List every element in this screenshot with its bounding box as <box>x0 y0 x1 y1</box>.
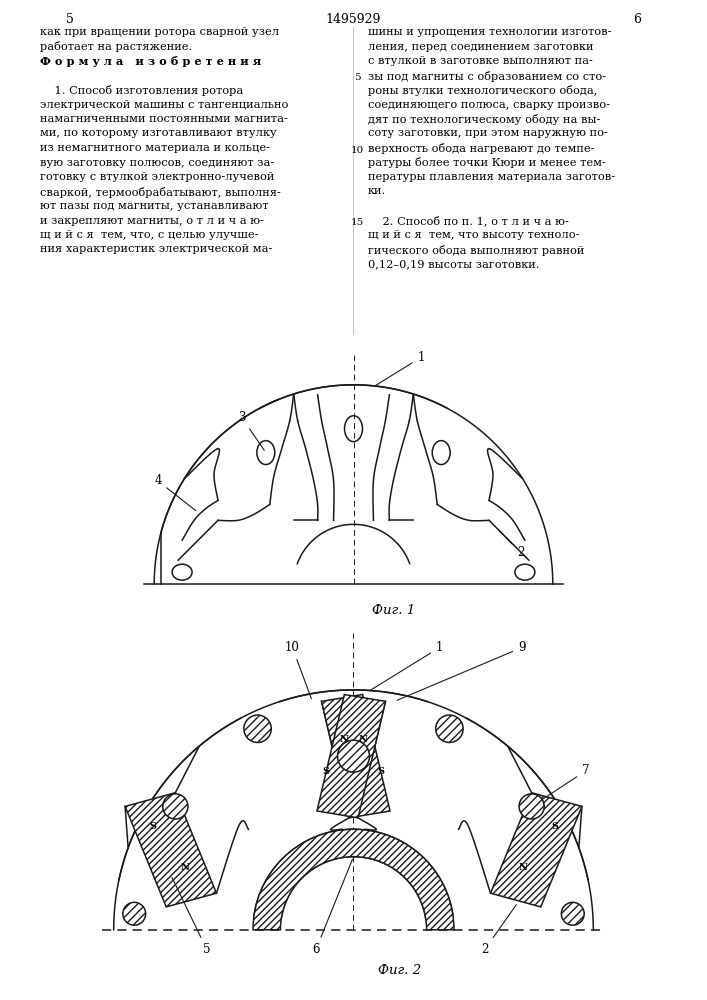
Text: 1. Способ изготовления ротора: 1. Способ изготовления ротора <box>40 85 243 96</box>
Text: электрической машины с тангенциально: электрической машины с тангенциально <box>40 100 288 109</box>
Text: ления, перед соединением заготовки: ления, перед соединением заготовки <box>368 41 593 51</box>
Text: 2: 2 <box>481 905 516 956</box>
Circle shape <box>519 794 544 819</box>
Polygon shape <box>322 695 390 818</box>
Text: Ф о р м у л а   и з о б р е т е н и я: Ф о р м у л а и з о б р е т е н и я <box>40 56 262 67</box>
Polygon shape <box>317 695 385 818</box>
Text: сваркой, термообрабатывают, выполня-: сваркой, термообрабатывают, выполня- <box>40 186 281 198</box>
Circle shape <box>244 715 271 742</box>
Text: Фиг. 1: Фиг. 1 <box>372 604 415 617</box>
Text: ратуры более точки Кюри и менее тем-: ратуры более точки Кюри и менее тем- <box>368 157 606 168</box>
Text: 3: 3 <box>238 411 264 450</box>
Text: работает на растяжение.: работает на растяжение. <box>40 41 192 52</box>
Text: из немагнитного материала и кольце-: из немагнитного материала и кольце- <box>40 143 270 153</box>
Text: 7: 7 <box>534 764 590 805</box>
Text: ми, по которому изготавливают втулку: ми, по которому изготавливают втулку <box>40 128 276 138</box>
Text: N: N <box>340 735 349 744</box>
Text: ют пазы под магниты, устанавливают: ют пазы под магниты, устанавливают <box>40 201 269 211</box>
Circle shape <box>561 902 584 925</box>
Text: ки.: ки. <box>368 186 386 196</box>
Polygon shape <box>491 793 582 907</box>
Text: дят по технологическому ободу на вы-: дят по технологическому ободу на вы- <box>368 114 600 125</box>
Text: 6: 6 <box>312 859 353 956</box>
Text: 6: 6 <box>633 13 641 26</box>
Text: 1: 1 <box>376 351 425 385</box>
Text: зы под магниты с образованием со сто-: зы под магниты с образованием со сто- <box>368 70 606 82</box>
Text: щ и й с я  тем, что, с целью улучше-: щ и й с я тем, что, с целью улучше- <box>40 230 259 240</box>
Text: N: N <box>518 863 527 872</box>
Circle shape <box>123 902 146 925</box>
Text: верхность обода нагревают до темпе-: верхность обода нагревают до темпе- <box>368 143 595 154</box>
Text: 15: 15 <box>351 218 363 227</box>
Text: щ и й с я  тем, что высоту техноло-: щ и й с я тем, что высоту техноло- <box>368 230 580 240</box>
Circle shape <box>337 740 370 772</box>
Text: вую заготовку полюсов, соединяют за-: вую заготовку полюсов, соединяют за- <box>40 157 274 167</box>
Text: 2: 2 <box>499 530 525 559</box>
Text: 0,12–0,19 высоты заготовки.: 0,12–0,19 высоты заготовки. <box>368 259 539 269</box>
Text: шины и упрощения технологии изготов-: шины и упрощения технологии изготов- <box>368 27 612 37</box>
Text: с втулкой в заготовке выполняют па-: с втулкой в заготовке выполняют па- <box>368 56 593 66</box>
Circle shape <box>163 794 188 819</box>
Text: S: S <box>378 767 385 776</box>
Text: готовку с втулкой электронно-лучевой: готовку с втулкой электронно-лучевой <box>40 172 274 182</box>
Text: 5: 5 <box>354 73 361 82</box>
Text: соединяющего полюса, сварку произво-: соединяющего полюса, сварку произво- <box>368 100 610 109</box>
Wedge shape <box>253 829 454 930</box>
Text: N: N <box>180 863 189 872</box>
Text: намагниченными постоянными магнита-: намагниченными постоянными магнита- <box>40 114 288 124</box>
Text: Фиг. 2: Фиг. 2 <box>378 964 421 977</box>
Text: S: S <box>551 822 558 831</box>
Text: 2. Способ по п. 1, о т л и ч а ю-: 2. Способ по п. 1, о т л и ч а ю- <box>368 216 569 226</box>
Polygon shape <box>125 793 216 907</box>
Text: 10: 10 <box>351 146 363 155</box>
Text: 5: 5 <box>172 877 210 956</box>
Text: 9: 9 <box>397 641 525 700</box>
Text: N: N <box>358 735 367 744</box>
Text: 1495929: 1495929 <box>325 13 380 26</box>
Text: гического обода выполняют равной: гического обода выполняют равной <box>368 244 585 255</box>
Text: 4: 4 <box>154 474 196 511</box>
Text: как при вращении ротора сварной узел: как при вращении ротора сварной узел <box>40 27 279 37</box>
Text: 10: 10 <box>285 641 311 699</box>
Text: ния характеристик электрической ма-: ния характеристик электрической ма- <box>40 244 272 254</box>
Text: роны втулки технологического обода,: роны втулки технологического обода, <box>368 85 597 96</box>
Circle shape <box>436 715 463 742</box>
Text: 1: 1 <box>370 641 443 691</box>
Text: 5: 5 <box>66 13 74 26</box>
Text: пературы плавления материала заготов-: пературы плавления материала заготов- <box>368 172 615 182</box>
Text: соту заготовки, при этом наружную по-: соту заготовки, при этом наружную по- <box>368 128 608 138</box>
Text: S: S <box>149 822 156 831</box>
Text: S: S <box>322 767 329 776</box>
Text: и закрепляют магниты, о т л и ч а ю-: и закрепляют магниты, о т л и ч а ю- <box>40 216 264 226</box>
